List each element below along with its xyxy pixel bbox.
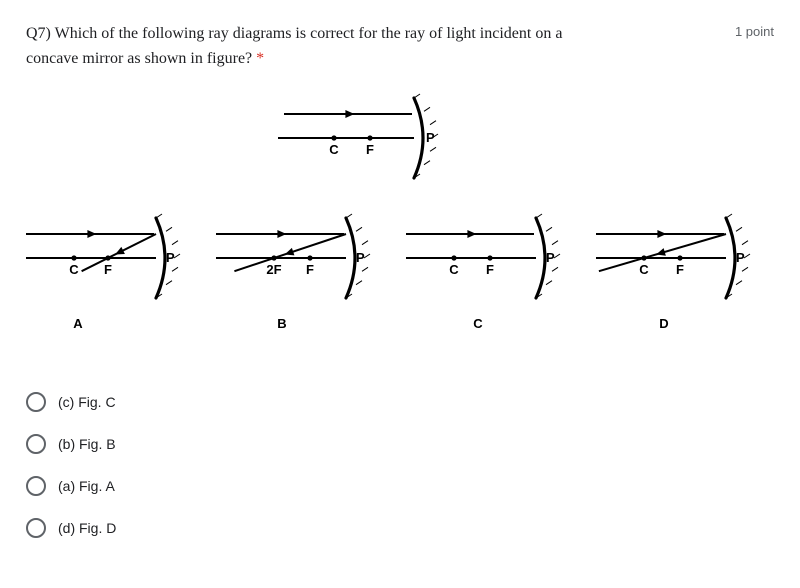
svg-text:2F: 2F bbox=[266, 262, 281, 277]
svg-text:D: D bbox=[659, 316, 668, 331]
option-label: (b) Fig. B bbox=[58, 436, 116, 452]
question-line1: Q7) Which of the following ray diagrams … bbox=[26, 25, 562, 42]
svg-text:C: C bbox=[69, 262, 79, 277]
svg-text:F: F bbox=[104, 262, 112, 277]
option-a[interactable]: (a) Fig. A bbox=[26, 476, 774, 496]
option-label: (c) Fig. C bbox=[58, 394, 116, 410]
svg-text:C: C bbox=[329, 142, 339, 157]
svg-text:F: F bbox=[486, 262, 494, 277]
radio-icon bbox=[26, 476, 46, 496]
question-line2: concave mirror as shown in figure? bbox=[26, 50, 252, 67]
option-label: (a) Fig. A bbox=[58, 478, 115, 494]
svg-text:F: F bbox=[676, 262, 684, 277]
svg-text:C: C bbox=[473, 316, 483, 331]
radio-icon bbox=[26, 392, 46, 412]
svg-text:C: C bbox=[639, 262, 649, 277]
option-c[interactable]: (c) Fig. C bbox=[26, 392, 774, 412]
svg-text:C: C bbox=[449, 262, 459, 277]
ray-diagrams-svg: C F P P C F A P 2F F B P C F C P C F D bbox=[26, 92, 766, 342]
svg-text:F: F bbox=[306, 262, 314, 277]
option-d[interactable]: (d) Fig. D bbox=[26, 518, 774, 538]
radio-icon bbox=[26, 518, 46, 538]
svg-text:P: P bbox=[546, 250, 555, 265]
radio-icon bbox=[26, 434, 46, 454]
svg-text:P: P bbox=[736, 250, 745, 265]
required-asterisk: * bbox=[256, 50, 264, 67]
svg-text:P: P bbox=[426, 130, 435, 145]
svg-text:P: P bbox=[356, 250, 365, 265]
option-label: (d) Fig. D bbox=[58, 520, 116, 536]
question-header: Q7) Which of the following ray diagrams … bbox=[26, 22, 774, 72]
points-badge: 1 point bbox=[735, 24, 774, 39]
svg-text:P: P bbox=[166, 250, 175, 265]
svg-text:A: A bbox=[73, 316, 83, 331]
svg-text:B: B bbox=[277, 316, 286, 331]
question-text: Q7) Which of the following ray diagrams … bbox=[26, 22, 711, 72]
svg-text:F: F bbox=[366, 142, 374, 157]
diagrams-container: C F P P C F A P 2F F B P C F C P C F D bbox=[26, 92, 774, 352]
option-b[interactable]: (b) Fig. B bbox=[26, 434, 774, 454]
answer-options: (c) Fig. C (b) Fig. B (a) Fig. A (d) Fig… bbox=[26, 392, 774, 538]
